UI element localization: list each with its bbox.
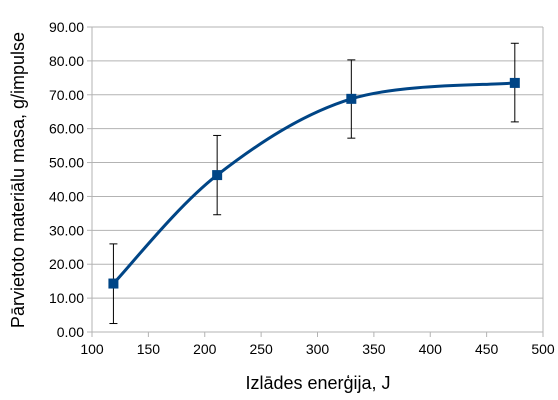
y-tick-label: 90.00: [49, 19, 84, 35]
y-tick-label: 70.00: [49, 87, 84, 103]
x-axis-title: Izlādes enerģija, J: [245, 373, 390, 393]
y-tick-label: 0.00: [57, 324, 84, 340]
data-point: [212, 170, 223, 181]
y-tick-label: 60.00: [49, 121, 84, 137]
data-point: [108, 278, 119, 289]
x-tick-label: 400: [419, 341, 443, 357]
x-tick-labels: 100 150 200 250 300 350 400 450 500: [80, 341, 555, 357]
x-tick-label: 150: [137, 341, 161, 357]
y-axis-title: Pārvietoto materiālu masa, g/impulse: [8, 32, 28, 328]
y-tick-labels: 0.00 10.00 20.00 30.00 40.00 50.00 60.00 70.00 8…: [49, 19, 84, 340]
x-tick-label: 250: [249, 341, 273, 357]
y-tick-label: 40.00: [49, 188, 84, 204]
y-tick-label: 50.00: [49, 155, 84, 171]
data-point: [509, 77, 520, 88]
x-tick-label: 200: [193, 341, 217, 357]
x-tick-label: 300: [306, 341, 330, 357]
axes: [87, 26, 544, 337]
series-curve: [112, 81, 515, 285]
y-tick-label: 30.00: [49, 222, 84, 238]
grid-lines: [92, 26, 543, 333]
x-tick-label: 500: [531, 341, 555, 357]
data-point: [346, 93, 357, 104]
series-line: [112, 81, 515, 285]
x-tick-label: 450: [475, 341, 499, 357]
y-tick-label: 20.00: [49, 256, 84, 272]
x-tick-label: 350: [362, 341, 386, 357]
y-tick-label: 80.00: [49, 53, 84, 69]
y-tick-label: 10.00: [49, 290, 84, 306]
data-markers: [108, 77, 520, 289]
x-tick-label: 100: [80, 341, 104, 357]
